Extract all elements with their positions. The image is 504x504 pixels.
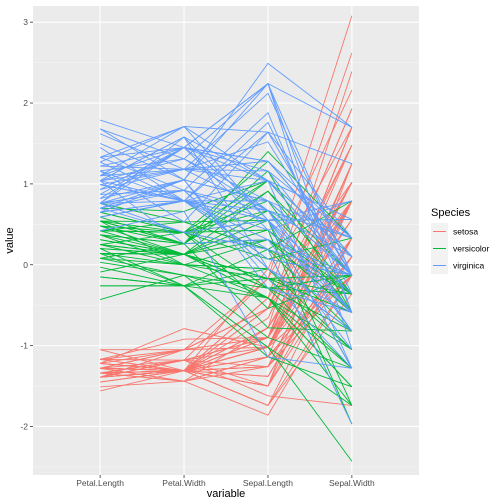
y-axis-title: value [4,227,16,253]
series-line [100,189,353,369]
legend-label: versicolor [453,244,490,254]
series-line [100,200,352,276]
series-line [100,147,353,239]
series-line [100,168,353,276]
series-line [99,147,353,276]
series-line [100,230,353,309]
grid-lines [33,6,419,475]
series-line [100,219,353,406]
series-line [100,144,353,372]
series-line [100,163,353,382]
series-line [99,170,353,313]
series-line [100,276,353,351]
data-lines [99,15,353,462]
series-line [100,252,353,369]
series-line [100,237,353,407]
series-virginica [99,62,353,425]
legend: Species setosa versicolor virginica [431,207,490,274]
series-line [99,126,353,165]
legend-label: virginica [453,261,484,271]
series-line [100,275,353,416]
y-tick-label: 2 [23,98,28,108]
series-line [100,266,353,388]
series-line [100,179,353,276]
series-line [99,147,353,257]
legend-item-versicolor: versicolor [431,240,490,257]
series-line [100,274,353,369]
legend-item-virginica: virginica [431,257,484,274]
series-line [100,200,353,276]
series-line [100,210,352,369]
series-line [100,200,353,276]
series-line [100,244,352,279]
y-tick-label: 0 [23,260,28,270]
series-line [99,82,353,313]
x-tick-label: Petal.Length [76,478,124,488]
y-axis: -2 -1 0 1 2 3 [20,17,33,431]
series-line [99,131,353,239]
x-tick-label: Petal.Width [162,478,206,488]
x-axis: Petal.Length Petal.Width Sepal.Length Sepal… [76,475,375,488]
series-line [100,248,353,313]
x-tick-label: Sepal.Width [329,478,375,488]
series-line [100,200,353,369]
y-tick-label: -2 [20,421,28,431]
x-tick-label: Sepal.Length [243,478,293,488]
series-line [100,219,353,374]
series-line [99,202,353,313]
legend-label: setosa [453,227,478,237]
series-line [100,285,353,406]
legend-item-setosa: setosa [431,223,478,240]
y-tick-label: 1 [23,179,28,189]
series-line [100,207,353,425]
series-line [99,62,353,181]
series-line [99,146,353,231]
y-tick-label: 3 [23,17,28,27]
series-line [99,125,353,220]
series-line [100,82,353,276]
series-line [99,182,353,364]
series-line [99,111,353,313]
series-line [100,158,353,313]
x-axis-title: variable [207,488,246,500]
legend-title: Species [431,207,471,219]
y-tick-label: -1 [20,341,28,351]
